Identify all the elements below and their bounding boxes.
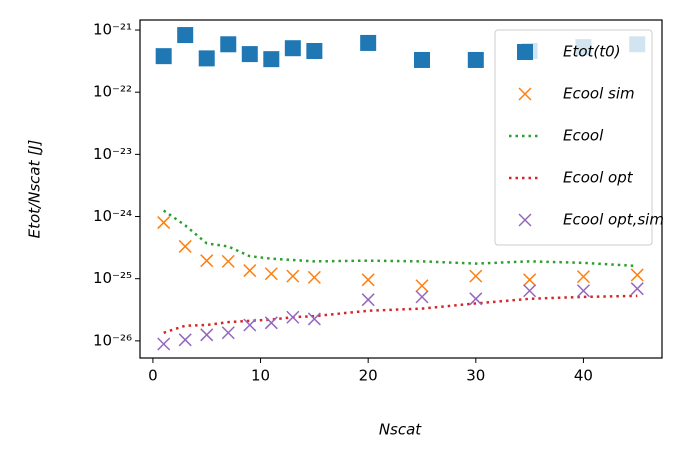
square-marker (306, 42, 323, 59)
square-marker (467, 51, 484, 68)
x-marker (415, 279, 429, 293)
x-marker (307, 312, 321, 326)
square-marker (220, 36, 237, 53)
square-marker (284, 40, 301, 57)
x-marker (243, 264, 257, 278)
legend-label: Ecool (563, 127, 604, 145)
x-marker (576, 270, 590, 284)
y-tick-label: 10⁻²¹ (93, 21, 132, 39)
y-axis-label: Etot/Nscat [J] (26, 139, 44, 238)
x-marker (157, 337, 171, 351)
x-marker (518, 87, 532, 101)
x-tick-label: 40 (574, 367, 593, 385)
square-marker (177, 27, 194, 44)
plot-area (155, 27, 646, 351)
x-marker (200, 254, 214, 268)
x-marker (415, 290, 429, 304)
x-marker (523, 284, 537, 298)
legend-box (494, 29, 653, 246)
x-marker (221, 254, 235, 268)
square-marker (413, 51, 430, 68)
x-marker (286, 310, 300, 324)
x-marker (264, 267, 278, 281)
x-marker (178, 333, 192, 347)
x-tick-label: 30 (466, 367, 485, 385)
x-marker (523, 273, 537, 287)
x-marker (157, 216, 171, 230)
x-marker (518, 213, 532, 227)
x-marker (221, 326, 235, 340)
y-tick-label: 10⁻²⁶ (93, 331, 132, 349)
y-tick-label: 10⁻²² (93, 83, 132, 101)
y-tick-label: 10⁻²³ (93, 145, 132, 163)
y-tick-label: 10⁻²⁵ (93, 269, 132, 287)
x-marker (200, 328, 214, 342)
x-tick-label: 0 (148, 367, 158, 385)
x-marker (178, 239, 192, 253)
line (162, 209, 638, 268)
square-marker (198, 50, 215, 67)
square-marker (263, 51, 280, 68)
x-marker (576, 284, 590, 298)
x-marker (361, 293, 375, 307)
x-marker (361, 273, 375, 287)
x-marker (630, 268, 644, 282)
square-marker (155, 48, 172, 65)
x-marker (286, 269, 300, 283)
x-axis-label: Nscat (379, 421, 422, 439)
y-tick-label: 10⁻²⁴ (93, 207, 132, 225)
legend-label: Ecool opt,sim (563, 211, 664, 229)
plot-frame (139, 19, 663, 359)
x-marker (630, 282, 644, 296)
line (163, 294, 638, 334)
x-marker (264, 316, 278, 330)
legend: Etot(t0) Ecool sim Ecool Ecool opt Ecool opt… (494, 29, 664, 246)
x-marker (307, 270, 321, 284)
x-marker (469, 269, 483, 283)
x-marker (469, 292, 483, 306)
square-marker (517, 44, 533, 60)
legend-label: Ecool opt (563, 169, 634, 187)
x-tick-label: 20 (359, 367, 378, 385)
x-marker (243, 318, 257, 332)
square-marker (241, 46, 258, 63)
square-marker (360, 34, 377, 51)
legend-label: Etot(t0) (563, 43, 621, 61)
x-tick-label: 10 (251, 367, 270, 385)
legend-label: Ecool sim (563, 85, 635, 103)
